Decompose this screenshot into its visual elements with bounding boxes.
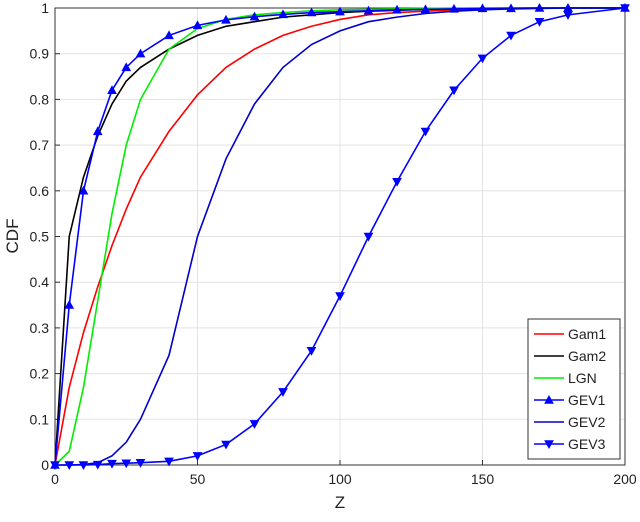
point-marker [420,4,431,14]
point-marker [534,18,545,27]
legend-label: Gam1 [568,326,606,342]
point-marker [534,2,545,12]
legend-label: GEV3 [568,436,606,452]
point-marker [420,127,431,137]
point-marker [221,14,231,24]
point-marker [107,85,117,94]
point-marker [363,232,374,242]
point-marker [135,459,146,468]
point-marker [392,177,402,187]
legend-label: GEV1 [568,392,606,408]
point-marker [135,48,146,58]
y-tick-label: 0.5 [30,229,50,245]
point-marker [278,388,288,397]
x-tick-label: 50 [190,471,206,487]
point-marker [249,11,260,21]
point-marker [164,30,174,40]
x-tick-label: 200 [613,471,637,487]
point-marker [78,461,89,471]
point-marker [306,347,317,356]
y-tick-label: 0.8 [30,91,50,107]
legend-label: Gam2 [568,348,606,364]
point-marker [50,461,60,471]
point-marker [477,54,488,64]
point-marker [192,20,203,30]
point-marker [107,459,117,469]
legend-marker [544,394,554,404]
y-tick-label: 0.3 [30,320,50,336]
line [55,7,625,466]
y-tick-label: 0.6 [30,183,50,199]
point-marker [121,459,132,469]
legend: Gam1 Gam2 LGN GEV1 GEV2 GEV3 [527,318,621,460]
x-axis-label: Z [335,493,345,512]
point-marker [449,86,459,96]
point-marker [78,185,89,195]
point-marker [506,3,516,13]
point-marker [64,300,75,309]
x-tick-label: 100 [328,471,352,487]
y-axis-label: CDF [3,219,22,254]
point-marker [335,292,345,301]
point-marker [164,457,174,467]
y-tick-label: 0.4 [30,274,50,290]
x-tick-label: 150 [471,471,495,487]
point-marker [363,5,374,15]
y-tick-label: 1 [41,0,49,16]
point-marker [335,6,345,16]
legend-label: GEV2 [568,414,606,430]
point-marker [278,9,288,19]
y-tick-label: 0.7 [30,137,50,153]
legend-label: LGN [568,370,597,386]
point-marker [249,420,260,429]
legend-marker [544,440,554,450]
point-marker [92,460,103,470]
point-marker [221,440,231,450]
y-tick-label: 0.9 [30,46,50,62]
point-marker [306,7,317,17]
legend-box [527,318,621,460]
point-marker [92,126,103,136]
point-marker [121,62,132,72]
y-tick-label: 0.1 [30,411,50,427]
y-tick-label: 0.2 [30,366,50,382]
x-tick-label: 0 [51,471,59,487]
y-tick-label: 0 [41,457,49,473]
point-marker [563,11,573,20]
point-marker [506,31,516,41]
point-marker [392,4,402,14]
point-marker [64,461,75,471]
point-marker [192,452,203,461]
point-marker [620,4,630,14]
